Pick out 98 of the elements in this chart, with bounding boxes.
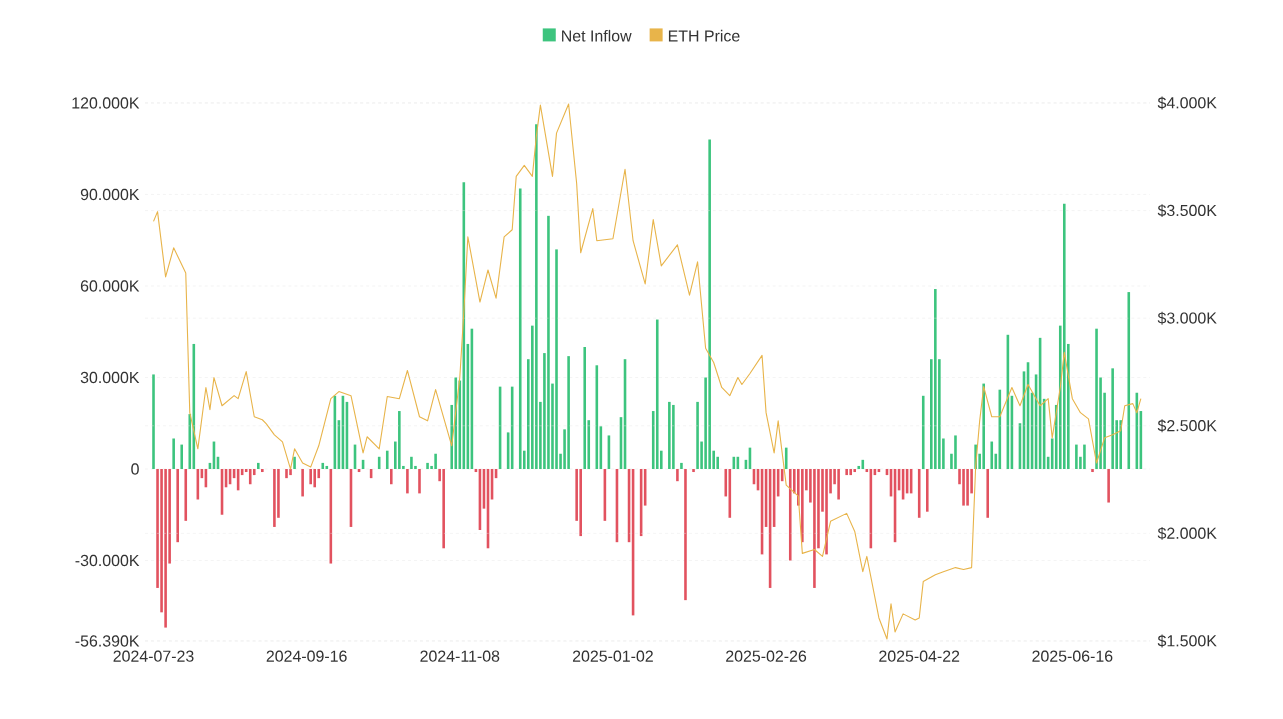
bar bbox=[164, 468, 167, 628]
bar bbox=[188, 414, 192, 469]
bar bbox=[555, 249, 558, 469]
bar bbox=[1095, 328, 1098, 469]
bar bbox=[966, 468, 969, 506]
bar bbox=[518, 188, 522, 469]
bar bbox=[426, 462, 429, 469]
bar bbox=[788, 468, 792, 561]
bar bbox=[692, 468, 695, 473]
bar bbox=[406, 468, 409, 494]
line-series bbox=[152, 103, 1142, 640]
bar bbox=[801, 468, 804, 543]
x-tick-label: 2025-06-16 bbox=[1032, 650, 1113, 662]
bar bbox=[579, 468, 582, 537]
bar bbox=[1107, 468, 1110, 503]
bar bbox=[934, 289, 937, 469]
bar bbox=[1119, 420, 1123, 469]
bar bbox=[825, 468, 828, 555]
bar bbox=[458, 380, 462, 469]
bar bbox=[301, 468, 304, 497]
bar bbox=[1091, 468, 1094, 473]
bar bbox=[680, 462, 683, 469]
bar bbox=[442, 468, 445, 549]
bar bbox=[248, 468, 252, 485]
y2-tick-label: $2.500K bbox=[1157, 419, 1217, 433]
bar bbox=[152, 374, 155, 469]
bar bbox=[1083, 444, 1086, 469]
bar bbox=[184, 468, 188, 521]
bar bbox=[921, 395, 925, 469]
x-tick-label: 2024-09-16 bbox=[266, 650, 347, 662]
bar bbox=[176, 468, 179, 543]
bar bbox=[172, 438, 175, 469]
bar bbox=[784, 447, 788, 469]
bar bbox=[313, 468, 317, 488]
x-tick-label: 2024-07-23 bbox=[113, 650, 194, 662]
bar bbox=[547, 215, 550, 469]
bar bbox=[418, 468, 421, 494]
x-tick-label: 2025-02-26 bbox=[726, 650, 807, 662]
bar bbox=[853, 468, 857, 473]
bar bbox=[398, 411, 401, 469]
bar bbox=[321, 462, 325, 469]
y2-tick-label: $2.000K bbox=[1157, 526, 1217, 540]
y2-tick-label: $1.500K bbox=[1157, 634, 1217, 648]
bar bbox=[535, 124, 538, 469]
y-tick-label: 60.000K bbox=[80, 280, 140, 292]
bar bbox=[1075, 444, 1078, 469]
y2-tick-label: $3.000K bbox=[1157, 311, 1217, 325]
bar bbox=[1127, 292, 1131, 469]
bar bbox=[861, 459, 865, 469]
bar bbox=[1062, 203, 1066, 469]
bar bbox=[285, 468, 288, 479]
bar bbox=[684, 468, 687, 601]
bar bbox=[813, 468, 816, 588]
bar bbox=[668, 401, 671, 469]
bar bbox=[389, 468, 393, 485]
y-tick-label: -30.000K bbox=[75, 554, 140, 567]
bar bbox=[954, 435, 957, 469]
bar bbox=[708, 139, 711, 469]
bar bbox=[962, 468, 965, 506]
bar bbox=[325, 465, 329, 469]
bar bbox=[256, 462, 260, 469]
bar bbox=[385, 450, 389, 469]
y-tick-label: 120.000K bbox=[72, 97, 140, 109]
bar bbox=[293, 456, 296, 469]
bar bbox=[583, 346, 587, 469]
bar bbox=[410, 456, 413, 469]
legend-label: Net Inflow bbox=[562, 29, 632, 42]
y-tick-label: -56.390K bbox=[75, 635, 140, 647]
bar bbox=[434, 453, 437, 469]
bar bbox=[672, 404, 675, 469]
bar bbox=[982, 383, 985, 469]
bar bbox=[925, 468, 929, 512]
x-tick-label: 2024-11-08 bbox=[420, 650, 500, 662]
bar bbox=[917, 468, 921, 518]
bar bbox=[696, 401, 699, 469]
bar bbox=[1111, 368, 1114, 469]
bar bbox=[724, 468, 728, 497]
legend-label: ETH Price bbox=[668, 29, 740, 42]
bar bbox=[986, 468, 990, 518]
bar bbox=[309, 468, 312, 485]
x-tick-label: 2025-01-02 bbox=[572, 650, 653, 662]
y2-tick-label: $4.000K bbox=[1157, 96, 1217, 110]
bar bbox=[676, 468, 679, 482]
bar bbox=[837, 468, 840, 500]
y-tick-label: 30.000K bbox=[80, 371, 140, 384]
x-tick-label: 2025-04-22 bbox=[879, 650, 960, 662]
bar bbox=[845, 468, 848, 476]
bar bbox=[567, 356, 570, 469]
y2-tick-label: $3.500K bbox=[1157, 204, 1217, 218]
bar bbox=[849, 468, 852, 476]
bar bbox=[289, 468, 292, 476]
bar bbox=[990, 441, 994, 469]
bar bbox=[180, 444, 184, 469]
y-tick-label: 90.000K bbox=[80, 188, 140, 201]
bar bbox=[261, 468, 264, 473]
y-tick-label: 0 bbox=[131, 463, 139, 475]
bar bbox=[273, 468, 276, 527]
bar bbox=[655, 319, 659, 469]
